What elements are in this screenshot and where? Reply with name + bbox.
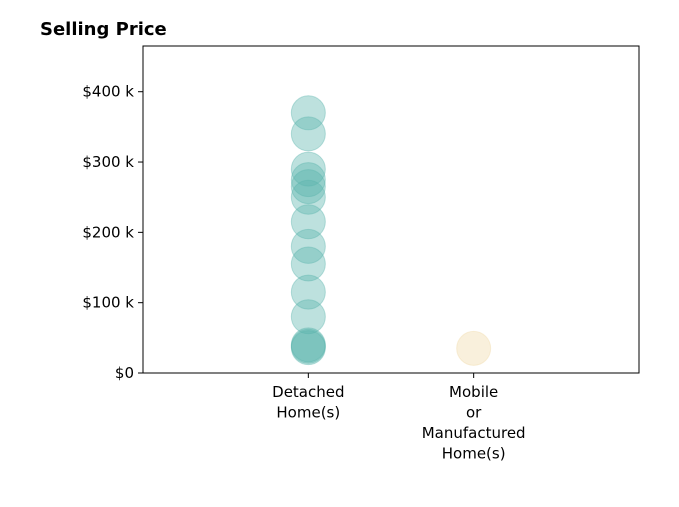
y-tick-label-1: $100 k <box>82 294 134 312</box>
data-points-group <box>290 95 492 366</box>
data-point-0-4 <box>290 169 326 205</box>
data-point-1-0 <box>456 330 492 366</box>
data-point-0-13 <box>290 330 326 366</box>
x-tick-label-1: Mobile or Manufactured Home(s) <box>422 383 526 463</box>
data-point-0-7 <box>290 228 326 264</box>
y-tick-label-0: $0 <box>115 364 134 382</box>
y-tick-label-2: $200 k <box>82 223 134 241</box>
x-tick-label-0: Detached Home(s) <box>272 383 344 422</box>
data-point-0-11 <box>290 327 326 363</box>
data-point-0-10 <box>290 299 326 335</box>
data-point-0-1 <box>290 116 326 152</box>
data-point-0-3 <box>290 162 326 198</box>
y-tick-label-3: $300 k <box>82 153 134 171</box>
data-point-0-0 <box>290 95 326 131</box>
data-point-0-12 <box>290 328 326 364</box>
data-point-0-8 <box>290 246 326 282</box>
chart-title: Selling Price <box>40 19 167 40</box>
data-point-0-5 <box>290 179 326 215</box>
plot-area-frame <box>142 45 640 374</box>
y-axis: $0 $100 k $200 k $300 k $400 k <box>82 83 143 382</box>
data-point-0-2 <box>290 151 326 187</box>
data-point-0-9 <box>290 274 326 310</box>
y-tick-label-4: $400 k <box>82 83 134 101</box>
x-axis: Detached Home(s) Mobile or Manufactured Home(… <box>272 373 526 463</box>
data-point-0-6 <box>290 204 326 240</box>
